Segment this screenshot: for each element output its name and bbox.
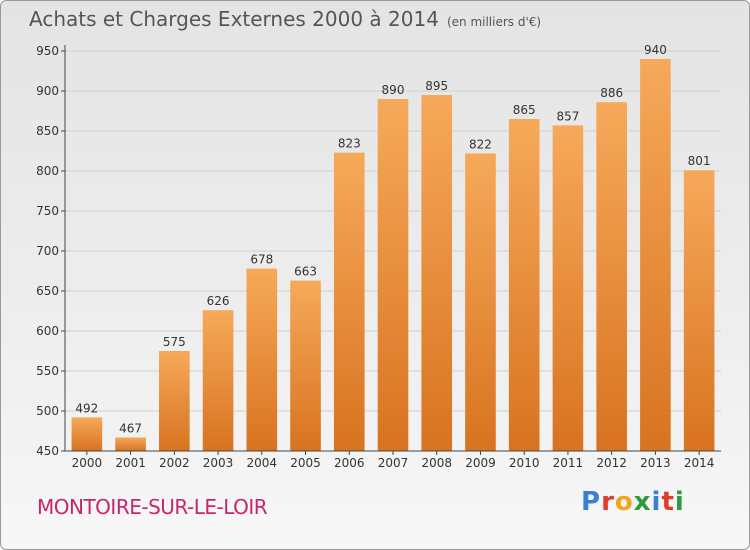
data-label: 467 [119,421,142,435]
data-label: 865 [513,103,536,117]
bar [290,280,321,451]
proxiti-logo: Proxiti [581,487,685,517]
data-label: 857 [556,109,579,123]
x-tick-label: 2014 [684,456,715,470]
bar [596,102,627,451]
bar [202,310,234,451]
data-label: 626 [207,294,230,308]
bar [246,268,278,451]
x-tick-label: 2008 [421,456,452,470]
x-tick-label: 2012 [596,456,627,470]
y-tick-label: 550 [36,364,59,378]
bar [421,95,453,451]
bar [640,59,671,451]
data-label: 492 [75,401,98,415]
logo-letter: o [614,487,634,517]
x-tick-label: 2001 [115,456,146,470]
x-tick-label: 2006 [334,456,365,470]
y-tick-label: 450 [36,444,59,458]
data-label: 575 [163,335,186,349]
y-tick-label: 800 [36,164,59,178]
x-tick-label: 2010 [509,456,540,470]
logo-letter: r [601,487,615,517]
logo-letter: x [633,487,652,517]
x-tick-label: 2007 [378,456,409,470]
x-tick-label: 2013 [640,456,671,470]
data-label: 895 [425,79,448,93]
bar [683,170,715,451]
data-label: 801 [688,154,711,168]
bar [552,125,584,452]
x-tick-label: 2005 [290,456,321,470]
chart-title: Achats et Charges Externes 2000 à 2014 (e… [29,7,541,31]
logo-letter: P [581,487,602,517]
data-label: 890 [382,83,405,97]
logo-letter: i [651,487,662,517]
logo-letter: t [661,487,675,517]
chart-subtitle: (en milliers d'€) [446,15,542,29]
y-tick-label: 600 [36,324,59,338]
y-tick-label: 850 [36,124,59,138]
logo-letter: i [674,487,685,517]
x-tick-label: 2002 [159,456,190,470]
bar [508,119,540,451]
data-label: 663 [294,265,317,279]
data-label: 886 [600,86,623,100]
bar [159,351,190,451]
bar [377,99,409,451]
y-tick-label: 650 [36,284,59,298]
title-text: Achats et Charges Externes 2000 à 2014 [29,7,439,31]
data-label: 940 [644,43,667,57]
y-tick-label: 700 [36,244,59,258]
bar [333,152,365,451]
y-tick-label: 500 [36,404,59,418]
x-tick-label: 2000 [72,456,103,470]
place-name: MONTOIRE-SUR-LE-LOIR [37,495,268,519]
x-tick-label: 2003 [203,456,234,470]
data-label: 822 [469,137,492,151]
y-axis-ticks: 450 500 550 600 650 700 750 800 850 900 950 [36,44,65,458]
bars [71,59,715,452]
y-tick-label: 900 [36,84,59,98]
y-tick-label: 950 [36,44,59,58]
bar [71,417,103,451]
x-tick-label: 2009 [465,456,496,470]
bar [115,437,146,451]
data-labels: 492 467 575 626 678 663 823 890 895 822 865 857 886 9… [75,43,710,435]
x-tick-label: 2004 [247,456,278,470]
data-label: 823 [338,137,361,151]
data-label: 678 [250,253,273,267]
bar [465,153,496,451]
x-tick-label: 2011 [553,456,584,470]
x-axis-ticks: 2000 2001 2002 2003 2004 2005 2006 2007 2008 2009… [72,451,715,470]
y-tick-label: 750 [36,204,59,218]
